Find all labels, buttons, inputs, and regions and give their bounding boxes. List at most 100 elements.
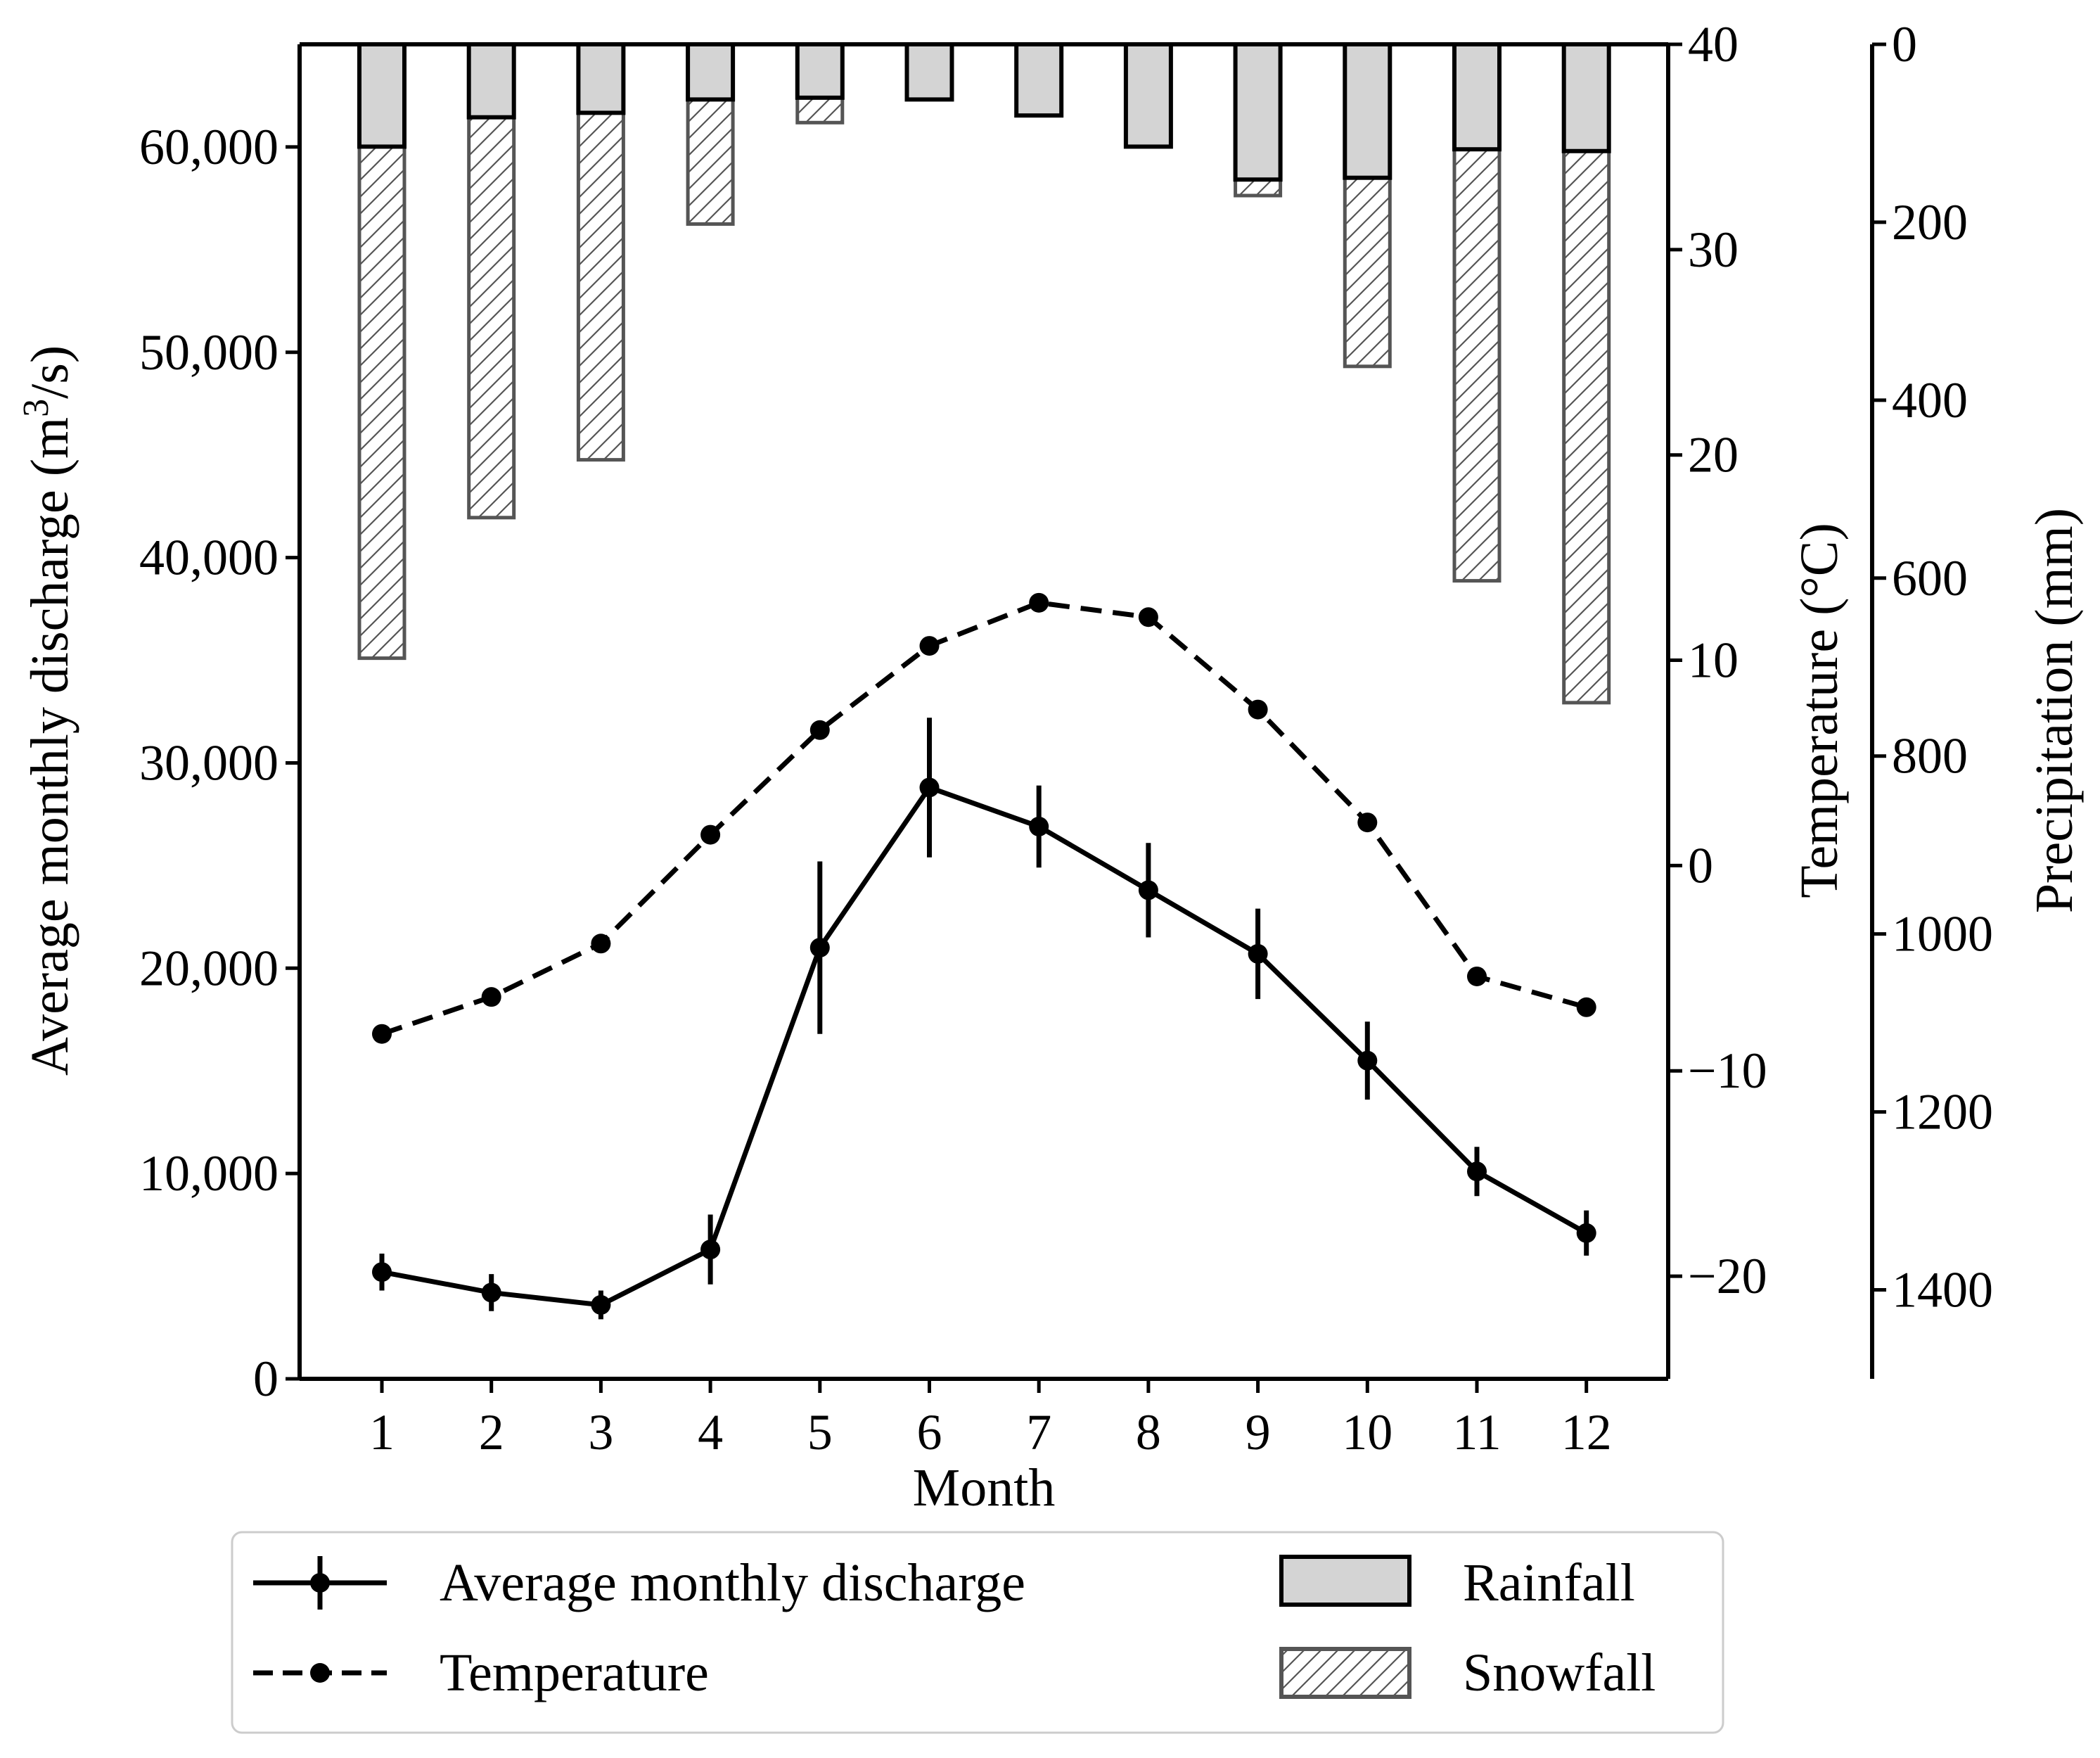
rainfall-bar-6: [904, 42, 954, 102]
discharge-point-7: [1029, 816, 1049, 836]
discharge-point-5: [809, 938, 830, 958]
legend-discharge-marker: [310, 1573, 330, 1593]
rainfall-bar-1: [357, 42, 406, 149]
snowfall-bar-2: [467, 115, 516, 520]
legend-rainfall-label: Rainfall: [1463, 1553, 1635, 1612]
temperature-tick-label-30: 30: [1688, 222, 1739, 278]
rainfall-bar-9: [1233, 42, 1283, 182]
month-tick-label-4: 4: [698, 1404, 723, 1460]
temperature-tick-label--10: −10: [1688, 1043, 1767, 1099]
y-axis-title-discharge: Average monthly discharge (m3/s): [16, 345, 79, 1076]
legend-discharge-label: Average monthly discharge: [440, 1553, 1025, 1612]
precipitation-tick-label-200: 200: [1892, 194, 1968, 250]
temperature-point-4: [700, 824, 721, 845]
month-tick-label-1: 1: [369, 1404, 395, 1460]
temperature-point-6: [919, 636, 940, 656]
discharge-point-8: [1138, 880, 1158, 900]
temperature-tick-label-0: 0: [1688, 837, 1713, 893]
discharge-tick-label-60000: 60,000: [139, 119, 278, 175]
discharge-label-prefix: Average monthly discharge (m: [20, 417, 79, 1076]
precipitation-tick-label-800: 800: [1892, 728, 1968, 784]
snowfall-bar-4: [686, 97, 735, 226]
precipitation-bars: [357, 42, 1611, 705]
temperature-point-8: [1138, 607, 1158, 628]
discharge-point-11: [1467, 1161, 1487, 1182]
rainfall-bar-10: [1343, 42, 1392, 180]
temperature-tick-label--20: −20: [1688, 1248, 1767, 1304]
snowfall-bar-12: [1562, 149, 1611, 705]
snowfall-bar-5: [795, 96, 845, 125]
temperature-point-5: [809, 720, 830, 740]
temperature-tick-label-10: 10: [1688, 632, 1739, 689]
discharge-point-12: [1576, 1223, 1596, 1243]
snowfall-bar-10: [1343, 176, 1392, 369]
axis-ticks: 0 10,000 20,000 30,000 40,000 50,000 60,000 −20…: [139, 16, 1993, 1460]
discharge-point-10: [1357, 1050, 1378, 1071]
discharge-point-4: [700, 1240, 721, 1260]
snowfall-bar-3: [576, 110, 625, 462]
discharge-point-9: [1248, 943, 1268, 964]
temperature-point-9: [1248, 699, 1268, 720]
discharge-label-sup: 3: [16, 399, 56, 417]
rainfall-bar-8: [1123, 42, 1173, 149]
legend-item-temperature: Temperature: [253, 1643, 709, 1702]
y-axis-title-temperature: Temperature (°C): [1790, 523, 1849, 898]
legend-item-snowfall: Snowfall: [1279, 1643, 1656, 1702]
rainfall-bar-3: [576, 42, 626, 115]
legend-item-discharge: Average monthly discharge: [253, 1553, 1025, 1612]
discharge-point-2: [481, 1282, 501, 1303]
legend: Average monthly discharge Temperature Ra…: [231, 1531, 1724, 1734]
month-tick-label-11: 11: [1452, 1404, 1501, 1460]
discharge-point-3: [591, 1294, 611, 1315]
rainfall-bar-4: [686, 42, 736, 102]
discharge-point-1: [372, 1262, 392, 1282]
month-tick-label-12: 12: [1561, 1404, 1612, 1460]
legend-item-rainfall: Rainfall: [1279, 1553, 1635, 1612]
precipitation-tick-label-1200: 1200: [1892, 1084, 1993, 1140]
y-axis-title-precipitation: Precipitation (mm): [2025, 508, 2084, 913]
discharge-tick-label-40000: 40,000: [139, 530, 278, 586]
x-axis-title: Month: [913, 1458, 1056, 1517]
discharge-tick-label-30000: 30,000: [139, 734, 278, 791]
legend-rainfall-swatch: [1279, 1555, 1411, 1607]
plot-frame: [297, 42, 1874, 1381]
month-tick-label-2: 2: [479, 1404, 504, 1460]
legend-temperature-marker: [310, 1663, 330, 1683]
discharge-tick-label-0: 0: [253, 1351, 278, 1407]
precipitation-tick-label-400: 400: [1892, 372, 1968, 428]
snowfall-bar-1: [357, 144, 406, 661]
precipitation-tick-label-1000: 1000: [1892, 906, 1993, 962]
rainfall-bar-7: [1014, 42, 1064, 118]
month-tick-label-9: 9: [1246, 1404, 1271, 1460]
legend-snowfall-label: Snowfall: [1463, 1643, 1656, 1702]
temperature-point-10: [1357, 813, 1378, 833]
discharge-tick-label-20000: 20,000: [139, 940, 278, 996]
rainfall-bar-2: [466, 42, 516, 120]
month-tick-label-3: 3: [588, 1404, 613, 1460]
month-tick-label-8: 8: [1136, 1404, 1161, 1460]
precipitation-tick-label-0: 0: [1892, 16, 1917, 72]
discharge-label-suffix: /s): [20, 345, 79, 399]
precipitation-tick-label-1400: 1400: [1892, 1262, 1993, 1318]
temperature-point-2: [481, 987, 501, 1007]
temperature-tick-label-40: 40: [1688, 16, 1739, 72]
temperature-point-11: [1467, 966, 1487, 986]
temperature-line: [380, 600, 1587, 1037]
discharge-tick-label-10000: 10,000: [139, 1145, 278, 1202]
rainfall-bar-12: [1561, 42, 1611, 153]
month-tick-label-10: 10: [1342, 1404, 1392, 1460]
month-tick-label-5: 5: [807, 1404, 833, 1460]
rainfall-bar-5: [795, 42, 845, 100]
temperature-tick-label-20: 20: [1688, 427, 1739, 483]
legend-temperature-label: Temperature: [440, 1643, 709, 1702]
discharge-point-6: [919, 777, 940, 798]
temperature-point-1: [372, 1024, 392, 1044]
precipitation-tick-label-600: 600: [1892, 550, 1968, 606]
temperature-point-7: [1029, 592, 1049, 613]
month-tick-label-6: 6: [917, 1404, 942, 1460]
legend-snowfall-swatch: [1279, 1647, 1411, 1699]
snowfall-bar-9: [1234, 177, 1283, 198]
month-tick-label-7: 7: [1026, 1404, 1051, 1460]
discharge-tick-label-50000: 50,000: [139, 324, 278, 381]
